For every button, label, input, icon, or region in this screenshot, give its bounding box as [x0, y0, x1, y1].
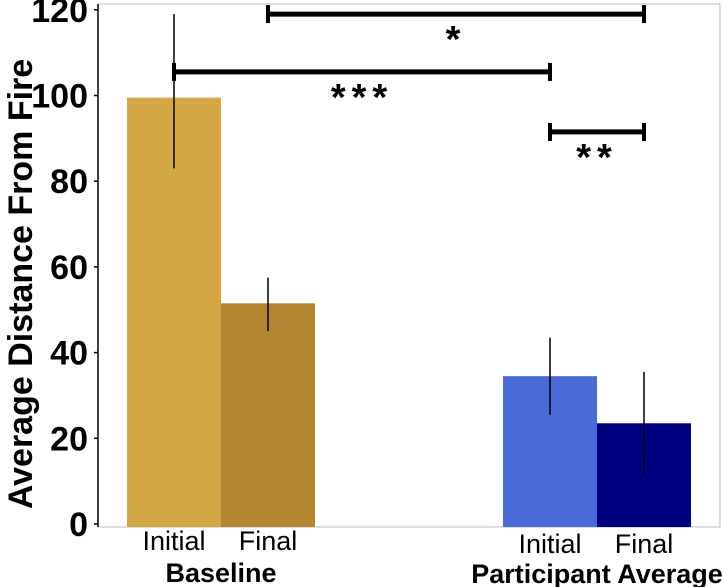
x-group-label: Participant Average	[471, 559, 723, 587]
y-tick-label: 80	[50, 163, 88, 201]
y-tick-label: 20	[50, 420, 88, 458]
x-category-label: Initial	[142, 526, 205, 556]
significance-brackets: ******	[172, 5, 646, 179]
y-tick-label: 0	[69, 506, 88, 544]
significance-label: ***	[331, 77, 393, 119]
axes: 0 20 40 60 80 100 120	[31, 0, 721, 544]
y-tick-label: 120	[31, 0, 88, 30]
x-category-label: Final	[239, 526, 298, 556]
x-group-label: Baseline	[165, 558, 276, 587]
bar-baseline-initial	[127, 97, 221, 527]
axis-labels: Average Distance From Fire Initial FinalB…	[2, 59, 723, 587]
error-bars	[173, 14, 645, 475]
y-axis-title: Average Distance From Fire	[2, 59, 40, 509]
significance-label: **	[576, 137, 618, 179]
y-tick-label: 40	[50, 335, 88, 373]
bars	[127, 97, 691, 527]
y-tick-label: 60	[50, 249, 88, 287]
bar-baseline-final	[221, 303, 315, 527]
x-category-label: Final	[615, 529, 674, 559]
x-category-label: Initial	[518, 529, 581, 559]
y-tick-label: 100	[31, 78, 88, 116]
significance-label: *	[446, 19, 467, 61]
